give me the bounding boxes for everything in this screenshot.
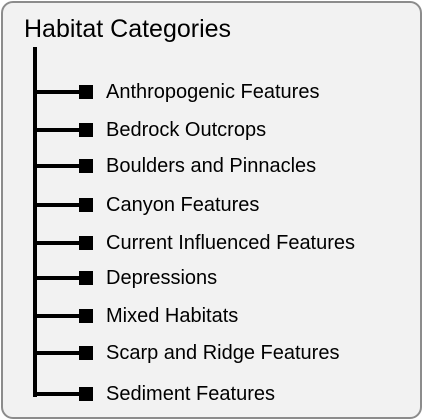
square-bullet-icon	[79, 309, 93, 323]
square-bullet-icon	[79, 346, 93, 360]
tree-branch-line	[33, 203, 83, 207]
square-bullet-icon	[79, 198, 93, 212]
square-bullet-icon	[79, 271, 93, 285]
tree-trunk-line	[33, 47, 37, 397]
tree-item-label: Sediment Features	[106, 383, 275, 405]
tree-item-mixed-habitats: Mixed Habitats	[33, 301, 418, 331]
tree-item-sediment-features: Sediment Features	[33, 379, 418, 409]
tree-item-bedrock-outcrops: Bedrock Outcrops	[33, 115, 418, 145]
tree-item-anthropogenic-features: Anthropogenic Features	[33, 77, 418, 107]
tree-item-label: Scarp and Ridge Features	[106, 342, 340, 364]
tree-item-label: Boulders and Pinnacles	[106, 155, 317, 177]
square-bullet-icon	[79, 85, 93, 99]
tree-item-label: Anthropogenic Features	[106, 81, 320, 103]
square-bullet-icon	[79, 387, 93, 401]
tree-branch-line	[33, 164, 83, 168]
tree-branch-line	[33, 128, 83, 132]
square-bullet-icon	[79, 159, 93, 173]
tree-branch-line	[33, 276, 83, 280]
tree-item-label: Current Influenced Features	[106, 232, 356, 254]
tree-branch-line	[33, 314, 83, 318]
tree-item-label: Depressions	[106, 267, 218, 289]
tree-item-depressions: Depressions	[33, 263, 418, 293]
tree-item-canyon-features: Canyon Features	[33, 190, 418, 220]
tree-item-label: Bedrock Outcrops	[106, 119, 267, 141]
tree-item-scarp-and-ridge-features: Scarp and Ridge Features	[33, 338, 418, 368]
tree-branch-line	[33, 351, 83, 355]
tree-branch-line	[33, 392, 83, 396]
tree-item-label: Mixed Habitats	[106, 305, 239, 327]
square-bullet-icon	[79, 236, 93, 250]
tree-item-boulders-and-pinnacles: Boulders and Pinnacles	[33, 151, 418, 181]
tree-item-current-influenced-features: Current Influenced Features	[33, 228, 418, 258]
tree-item-label: Canyon Features	[106, 194, 260, 216]
tree-branch-line	[33, 90, 83, 94]
tree-branch-line	[33, 241, 83, 245]
square-bullet-icon	[79, 123, 93, 137]
tree-title: Habitat Categories	[24, 15, 232, 43]
